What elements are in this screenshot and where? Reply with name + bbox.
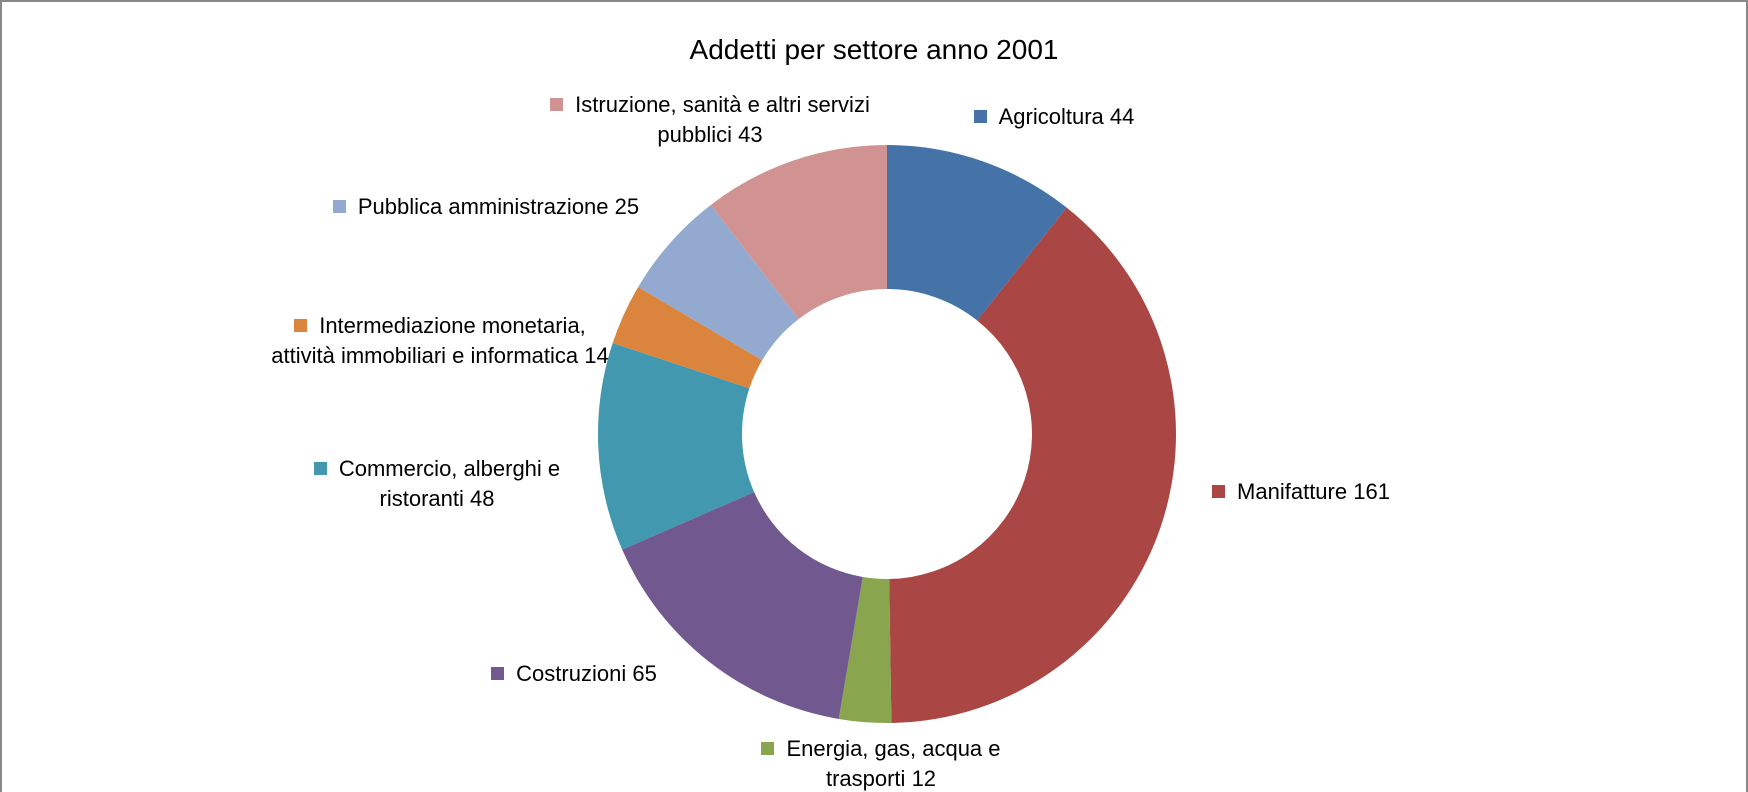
donut-slice	[838, 576, 892, 723]
donut-slice	[889, 207, 1177, 723]
label-category: Istruzione, sanità e altri servizi pubbl…	[575, 92, 870, 147]
donut-slice	[887, 145, 1067, 321]
data-label: Costruzioni 65	[444, 659, 704, 689]
data-label: Manifatture 161	[1171, 477, 1431, 507]
data-label: Intermediazione monetaria, attività immo…	[260, 311, 620, 371]
label-value: 25	[614, 194, 640, 219]
label-marker	[332, 200, 346, 213]
label-value: 43	[738, 122, 763, 147]
data-label: Agricoltura 44	[924, 102, 1184, 132]
label-value: 14	[584, 343, 609, 368]
label-marker	[313, 462, 327, 475]
chart-title: Addetti per settore anno 2001	[689, 34, 1059, 65]
label-marker	[973, 110, 987, 123]
label-marker	[294, 319, 308, 332]
label-value: 161	[1353, 479, 1390, 504]
data-label: Energia, gas, acqua e trasporti 12	[736, 734, 1026, 792]
label-category: Energia, gas, acqua e trasporti	[786, 736, 1001, 791]
donut-slice	[597, 343, 755, 550]
label-category: Intermediazione monetaria, attività immo…	[271, 313, 586, 368]
data-label: Istruzione, sanità e altri servizi pubbl…	[545, 90, 875, 150]
label-marker	[550, 98, 564, 111]
label-value: 48	[470, 486, 495, 511]
label-category: Costruzioni	[516, 661, 627, 686]
data-label: Pubblica amministrazione 25	[316, 192, 656, 222]
label-value: 12	[911, 766, 937, 791]
donut-slice	[638, 204, 799, 361]
label-category: Pubblica amministrazione	[357, 194, 609, 219]
data-label: Commercio, alberghi e ristoranti 48	[287, 454, 587, 514]
donut-slice	[612, 286, 763, 389]
donut-slice	[710, 145, 887, 320]
label-marker	[761, 742, 775, 755]
label-category: Manifatture	[1237, 479, 1348, 504]
label-marker	[1212, 485, 1226, 498]
label-marker	[491, 667, 505, 680]
label-category: Commercio, alberghi e ristoranti	[338, 456, 561, 511]
label-value: 65	[632, 661, 657, 686]
label-category: Agricoltura	[998, 104, 1104, 129]
label-value: 44	[1109, 104, 1135, 129]
donut-slice	[622, 492, 863, 719]
